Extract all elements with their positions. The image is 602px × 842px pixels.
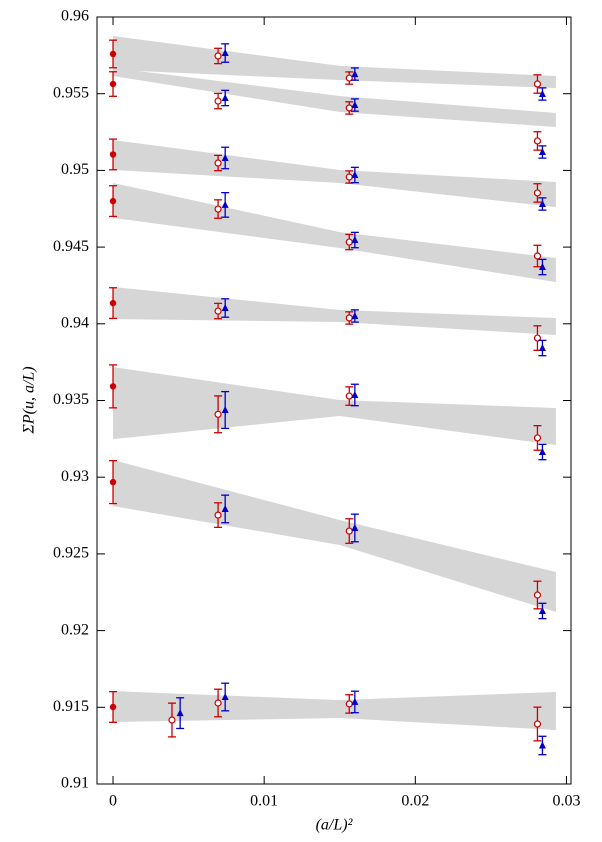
point [214,410,222,418]
point [109,80,117,88]
point [533,80,542,88]
point [351,390,359,398]
fit-band [113,367,556,445]
point [533,434,542,442]
point [109,383,117,390]
point [345,238,353,246]
y-tick-label: 0.915 [53,698,89,715]
y-tick-label: 0.93 [61,468,89,485]
point [221,200,229,208]
point [221,406,229,414]
point [214,511,222,519]
point [351,311,359,319]
point [168,716,176,724]
fit-band [113,67,556,127]
x-tick-label: 0.02 [401,793,429,810]
fit-band [113,460,556,613]
point [538,199,546,207]
point [221,49,229,57]
x-axis-label: (a/L)² [316,817,354,834]
point [351,236,359,244]
point [538,344,546,352]
point [538,90,546,98]
point [351,171,359,179]
fit-band [113,286,556,335]
point [221,303,229,311]
x-tick-label: 0 [109,793,117,810]
point [221,504,229,512]
y-tick-label: 0.96 [61,8,89,25]
y-tick-label: 0.95 [61,161,89,178]
point [538,741,546,749]
point [221,693,229,701]
point [214,97,222,105]
point [533,137,542,145]
x-tick-label: 0.01 [250,793,278,810]
point [345,392,353,400]
point [214,52,222,60]
bands [113,36,556,731]
point [345,173,353,181]
point [351,70,359,78]
point [345,527,353,535]
y-tick-label: 0.935 [53,391,89,408]
point [109,197,117,205]
point [345,700,353,708]
point [214,307,222,315]
point [533,252,542,260]
fit-band [113,36,556,89]
point [109,299,117,307]
y-tick-label: 0.955 [53,84,89,101]
point [345,74,353,82]
point [538,147,546,155]
point [176,709,184,717]
y-tick-label: 0.94 [61,314,89,331]
y-tick-label: 0.925 [53,545,89,562]
point [351,101,359,109]
point [221,93,229,101]
point [538,263,546,271]
fit-band [113,691,556,731]
point [533,720,542,728]
point [533,591,542,599]
fit-band [113,140,556,208]
point [109,478,117,486]
marks [109,39,547,756]
y-axis-label: ΣP(u, a/L) [21,366,38,434]
point [351,523,359,531]
x-tick-label: 0.03 [552,793,580,810]
y-tick-label: 0.92 [61,621,89,638]
point [214,159,222,167]
point [221,153,229,161]
point [533,189,542,197]
point [214,205,222,213]
point [533,334,542,342]
point [109,50,117,58]
point [345,104,353,112]
y-tick-label: 0.91 [61,775,89,792]
y-tick-label: 0.945 [53,238,89,255]
point [109,703,117,711]
point [538,448,546,456]
point [345,314,353,322]
point [109,151,117,158]
point [351,697,359,705]
point [214,699,222,707]
point [538,606,546,614]
